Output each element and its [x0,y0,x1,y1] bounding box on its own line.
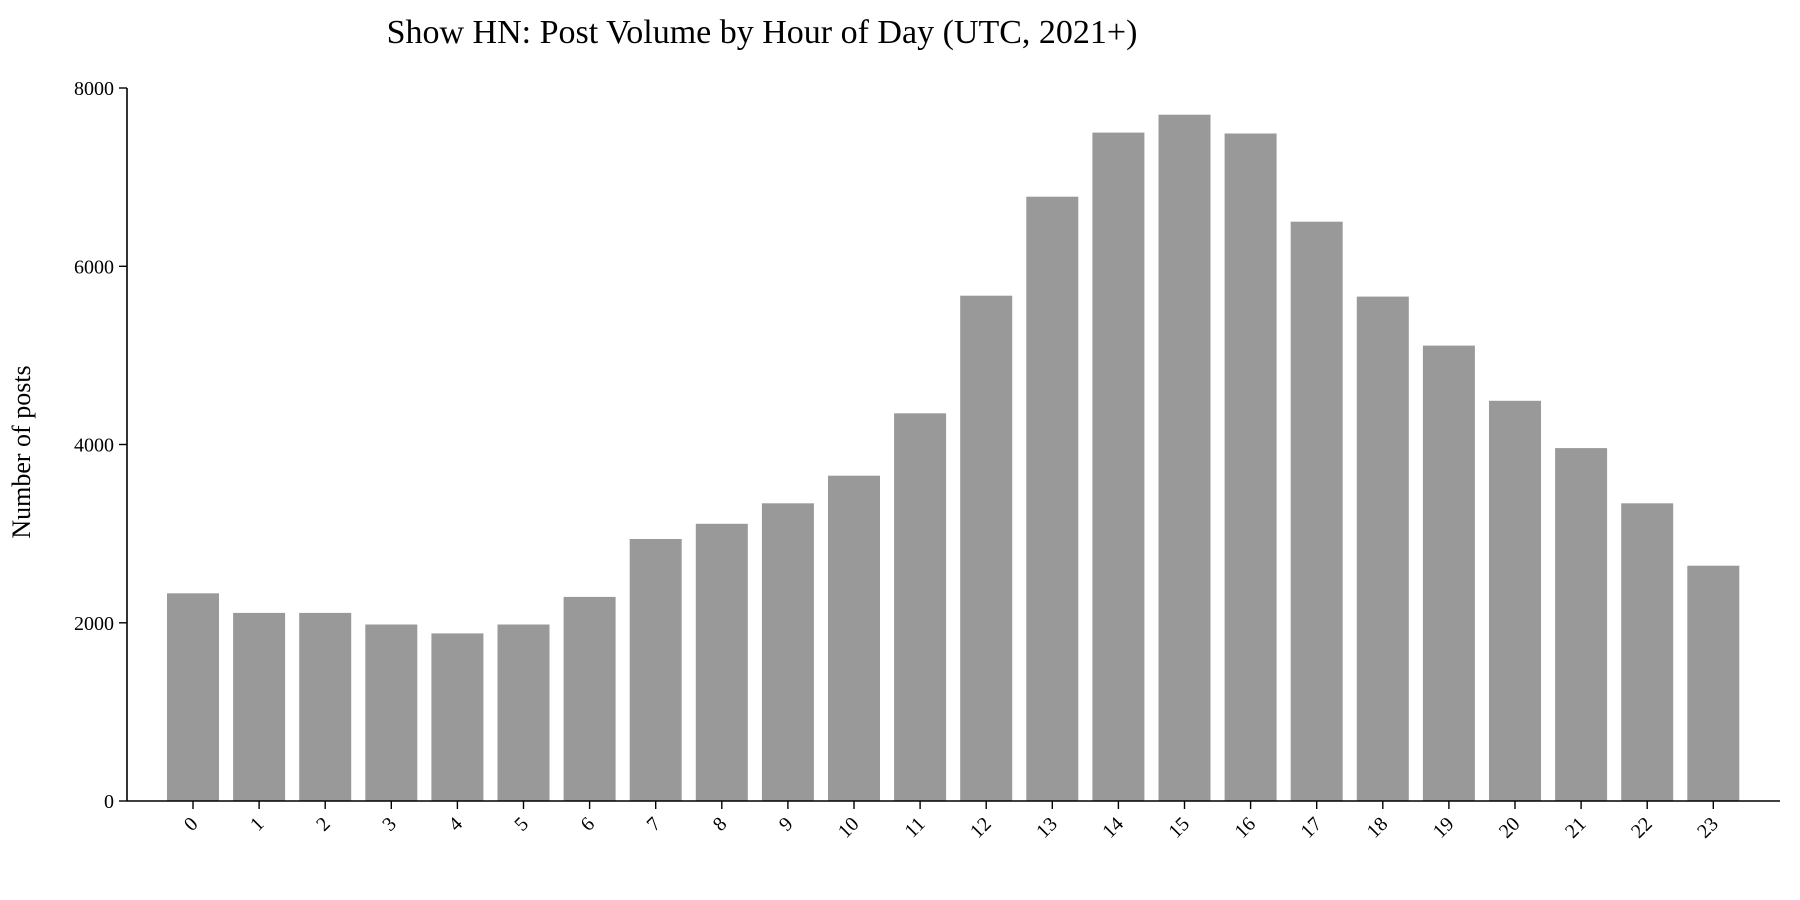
bar-hour-3 [365,624,418,801]
y-tick-label: 2000 [74,613,114,635]
x-tick-label: 17 [1297,813,1327,843]
x-tick-label: 6 [577,813,600,836]
bar-hour-5 [497,624,550,801]
x-tick-label: 9 [775,813,798,836]
bar-hour-1 [233,612,286,801]
x-tick-label: 23 [1693,813,1723,843]
bar-hour-19 [1422,345,1475,801]
bar-hour-17 [1290,221,1343,801]
x-tick-label: 22 [1627,813,1657,843]
y-tick-label: 0 [104,791,114,813]
x-tick-label: 1 [246,813,269,836]
bar-hour-14 [1092,132,1145,802]
bar-hour-13 [1026,196,1079,801]
bar-hour-8 [695,523,748,801]
bar-hour-15 [1158,114,1211,801]
bar-hour-7 [629,539,682,801]
x-tick-label: 13 [1032,813,1062,843]
y-axis-label: Number of posts [7,365,36,538]
bar-hour-21 [1555,448,1608,801]
x-tick-label: 3 [378,813,401,836]
x-tick-label: 10 [834,813,864,843]
bar-hour-11 [894,413,947,801]
y-axis: 0 2000 4000 6000 8000 [74,78,128,813]
x-tick-label: 15 [1164,813,1194,843]
bar-hour-23 [1687,565,1740,801]
bar-hour-12 [960,295,1013,801]
bar-hour-2 [299,612,352,801]
bar-hour-4 [431,633,484,801]
bar-hour-9 [761,503,814,801]
x-tick-label: 8 [709,813,732,836]
bar-hour-10 [828,475,880,801]
bar-hour-16 [1224,133,1277,801]
x-tick-label: 16 [1230,813,1260,843]
y-tick-label: 6000 [74,256,114,278]
x-tick-label: 2 [312,813,335,836]
bars-group [167,114,1740,802]
x-tick-label: 19 [1429,813,1459,843]
x-tick-label: 21 [1561,813,1591,843]
x-tick-label: 12 [966,813,996,843]
x-tick-label: 0 [180,813,203,836]
chart-title: Show HN: Post Volume by Hour of Day (UTC… [387,14,1138,51]
y-tick-label: 8000 [74,78,114,100]
bar-hour-20 [1489,400,1541,801]
bar-hour-0 [167,593,219,801]
x-tick-label: 11 [900,813,929,842]
bar-hour-6 [563,596,616,801]
x-tick-label: 5 [510,813,533,836]
y-tick-label: 4000 [74,435,114,457]
x-axis: 0 1 2 3 4 5 6 7 8 9 10 11 12 13 14 15 16 17 18 19 20 21 22 23 [127,800,1780,843]
x-tick-label: 18 [1363,813,1393,843]
x-tick-label: 4 [444,813,467,836]
bar-hour-22 [1621,503,1674,801]
bar-hour-18 [1356,296,1409,801]
x-tick-label: 20 [1495,813,1525,843]
x-tick-label: 7 [643,813,666,836]
x-tick-label: 14 [1098,813,1128,843]
